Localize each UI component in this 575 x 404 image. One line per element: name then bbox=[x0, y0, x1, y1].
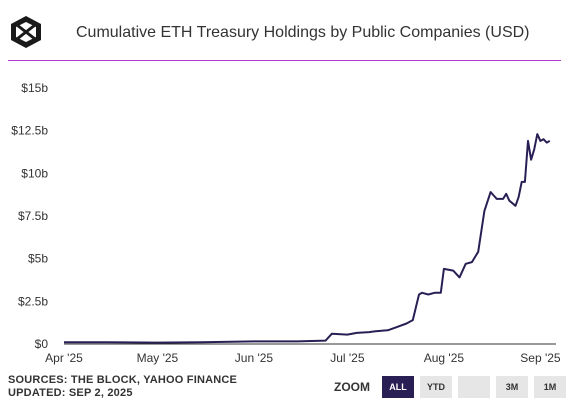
y-tick-label: $10b bbox=[21, 166, 48, 180]
y-tick-label: $7.5b bbox=[18, 209, 48, 223]
y-tick-label: $12.5b bbox=[11, 124, 48, 138]
zoom-ytd-button[interactable]: YTD bbox=[420, 376, 452, 398]
y-tick-label: $15b bbox=[21, 81, 48, 95]
line-chart: $0 $2.5b $5b $7.5b $10b $12.5b $15b Apr '25 May … bbox=[11, 81, 561, 365]
chart-title: Cumulative ETH Treasury Holdings by Publ… bbox=[76, 24, 530, 41]
x-tick-label: Sep '25 bbox=[520, 351, 561, 365]
x-tick-label: Apr '25 bbox=[45, 351, 83, 365]
zoom-3m-button[interactable]: 3M bbox=[496, 376, 528, 398]
zoom-blank-button[interactable] bbox=[458, 376, 490, 398]
the-block-logo-icon bbox=[11, 16, 41, 48]
y-tick-label: $0 bbox=[35, 337, 49, 351]
series-line bbox=[64, 133, 551, 344]
zoom-1m-button[interactable]: 1M bbox=[534, 376, 566, 398]
title-divider bbox=[8, 60, 561, 61]
y-tick-label: $5b bbox=[28, 252, 48, 266]
x-tick-label: May '25 bbox=[137, 351, 179, 365]
sources-text: SOURCES: THE BLOCK, YAHOO FINANCE bbox=[8, 374, 238, 386]
y-tick-label: $2.5b bbox=[18, 294, 48, 308]
footer-notes: SOURCES: THE BLOCK, YAHOO FINANCE UPDATE… bbox=[8, 374, 237, 400]
x-tick-label: Jul '25 bbox=[330, 351, 365, 365]
x-tick-label: Aug '25 bbox=[424, 351, 465, 365]
zoom-label: ZOOM bbox=[334, 380, 370, 394]
zoom-controls: ZOOM ALL YTD 3M 1M bbox=[334, 376, 572, 398]
zoom-all-button[interactable]: ALL bbox=[382, 376, 414, 398]
x-tick-label: Jun '25 bbox=[235, 351, 274, 365]
updated-text: UPDATED: SEP 2, 2025 bbox=[8, 387, 133, 399]
